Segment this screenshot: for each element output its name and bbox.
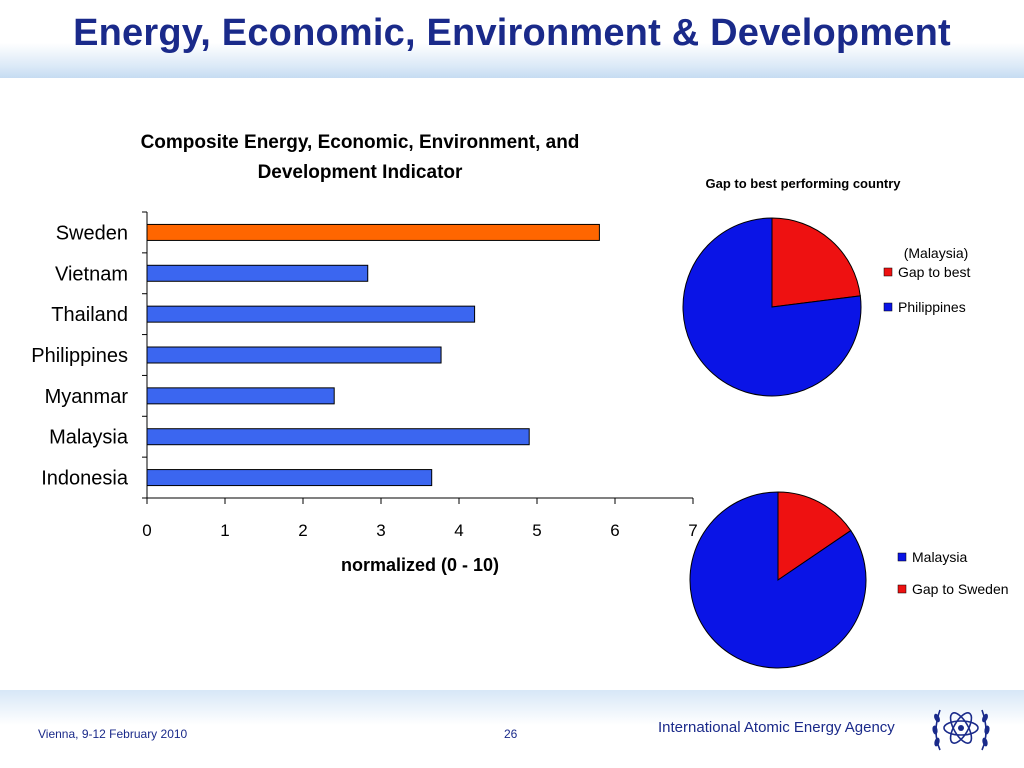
pie1-legend-label: Gap to best — [898, 264, 970, 280]
slide-title: Energy, Economic, Environment & Developm… — [73, 12, 951, 54]
bar-indonesia — [146, 469, 433, 487]
pie1-slice-gap-to-best — [771, 217, 861, 308]
bar-myanmar — [146, 387, 335, 405]
bar-chart-title-line: Development Indicator — [258, 162, 463, 183]
x-tick-label: 6 — [610, 521, 619, 540]
title-band — [0, 0, 1024, 78]
pie1-slice-philippines — [682, 217, 862, 397]
x-tick-label: 3 — [376, 521, 385, 540]
pie2-legend-swatch — [897, 552, 907, 562]
pie1-legend-swatch — [883, 267, 893, 277]
footer-agency-name: International Atomic Energy Agency — [658, 719, 895, 736]
category-label: Philippines — [31, 345, 128, 367]
category-label: Myanmar — [45, 386, 129, 408]
category-label: Thailand — [51, 304, 128, 326]
pie2-legend-swatch — [897, 584, 907, 594]
bar-vietnam — [146, 264, 369, 282]
x-tick-label: 0 — [142, 521, 151, 540]
footer-location-date: Vienna, 9-12 February 2010 — [38, 727, 188, 741]
category-label: Malaysia — [49, 427, 129, 449]
pie1-legend-swatch — [883, 302, 893, 312]
pie1-legend-label: Philippines — [898, 299, 966, 315]
bar-thailand — [146, 305, 476, 323]
bar-sweden — [146, 223, 600, 241]
x-tick-label: 4 — [454, 521, 463, 540]
pie2-legend-label: Malaysia — [912, 549, 967, 565]
pie2-slice-malaysia — [689, 491, 867, 669]
pie2-slice-gap-to-sweden — [777, 491, 852, 581]
pie1-title: Gap to best performing country — [705, 176, 901, 191]
x-tick-label: 2 — [298, 521, 307, 540]
bar-philippines — [146, 346, 442, 364]
footer-band — [0, 690, 1024, 768]
category-label: Sweden — [56, 222, 128, 244]
pie1-legend-header: (Malaysia) — [904, 245, 969, 261]
page-number: 26 — [504, 727, 518, 741]
x-tick-label: 1 — [220, 521, 229, 540]
x-axis-label: normalized (0 - 10) — [341, 555, 499, 575]
x-tick-label: 5 — [532, 521, 541, 540]
category-label: Indonesia — [41, 468, 129, 490]
bar-malaysia — [146, 428, 530, 446]
iaea-logo-icon — [932, 709, 990, 751]
pie2-legend-label: Gap to Sweden — [912, 581, 1009, 597]
x-tick-label: 7 — [688, 521, 697, 540]
category-label: Vietnam — [55, 263, 128, 285]
bar-chart-title-line: Composite Energy, Economic, Environment,… — [141, 132, 580, 153]
